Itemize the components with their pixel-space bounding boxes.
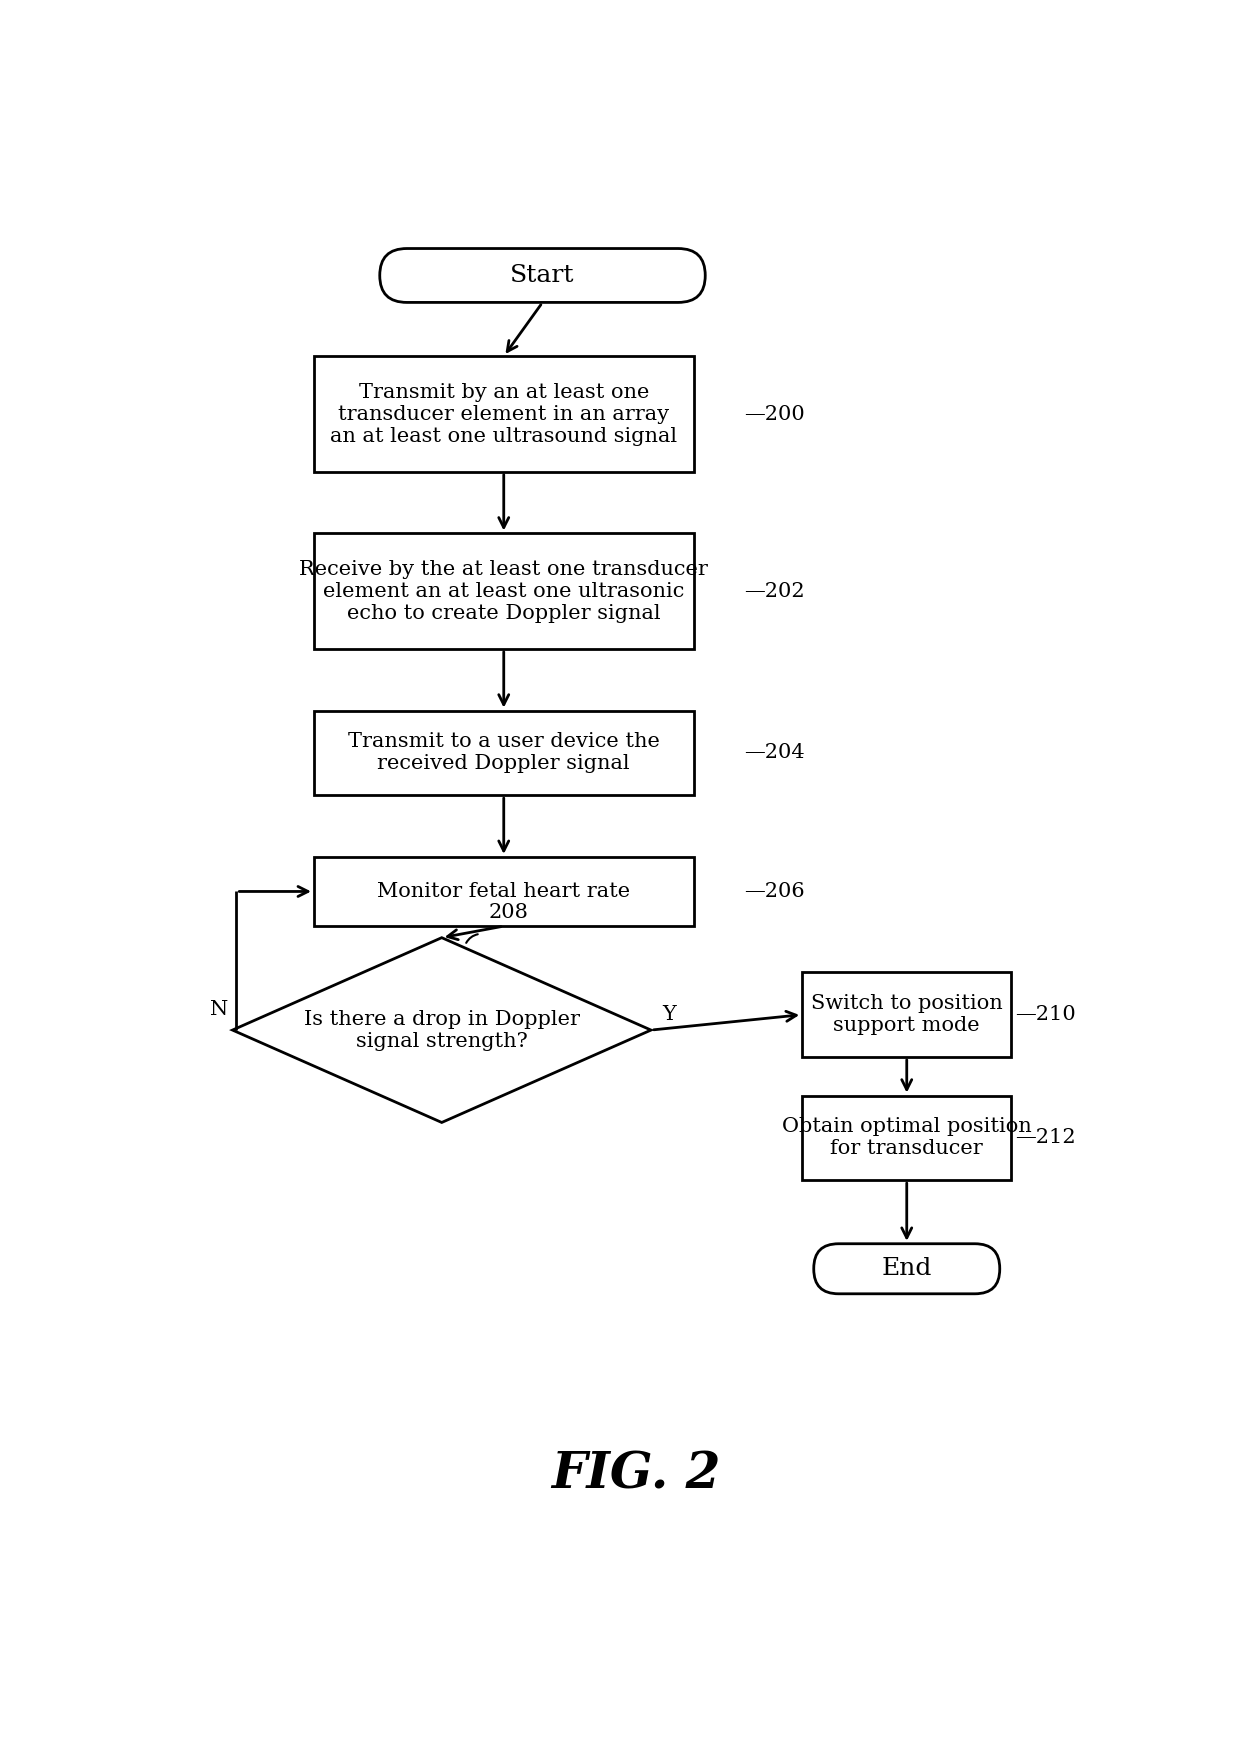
Bar [314,534,693,649]
Text: Transmit to a user device the
received Doppler signal: Transmit to a user device the received D… [347,732,660,774]
Text: Is there a drop in Doppler
signal strength?: Is there a drop in Doppler signal streng… [304,1010,580,1051]
Text: 208: 208 [489,903,528,922]
Bar [314,857,693,926]
Text: —200: —200 [744,404,805,423]
Text: —206: —206 [744,882,805,901]
Text: N: N [211,1000,228,1019]
Text: Y: Y [662,1005,676,1024]
Text: —210: —210 [1016,1005,1076,1024]
Bar [802,973,1012,1058]
Text: FIG. 2: FIG. 2 [551,1451,720,1500]
Text: Receive by the at least one transducer
element an at least one ultrasonic
echo t: Receive by the at least one transducer e… [299,559,708,622]
FancyBboxPatch shape [813,1243,999,1294]
Text: End: End [882,1257,932,1280]
Polygon shape [233,938,651,1123]
Bar [314,356,693,472]
Bar [802,1095,1012,1179]
FancyBboxPatch shape [379,249,706,303]
Bar [314,710,693,795]
Text: Obtain optimal position
for transducer: Obtain optimal position for transducer [782,1118,1032,1158]
Text: Switch to position
support mode: Switch to position support mode [811,994,1003,1035]
Text: —204: —204 [744,744,805,762]
Text: Transmit by an at least one
transducer element in an array
an at least one ultra: Transmit by an at least one transducer e… [330,383,677,446]
Text: —212: —212 [1016,1128,1076,1148]
Text: Monitor fetal heart rate: Monitor fetal heart rate [377,882,630,901]
Text: Start: Start [510,264,575,287]
Text: —202: —202 [744,582,805,601]
